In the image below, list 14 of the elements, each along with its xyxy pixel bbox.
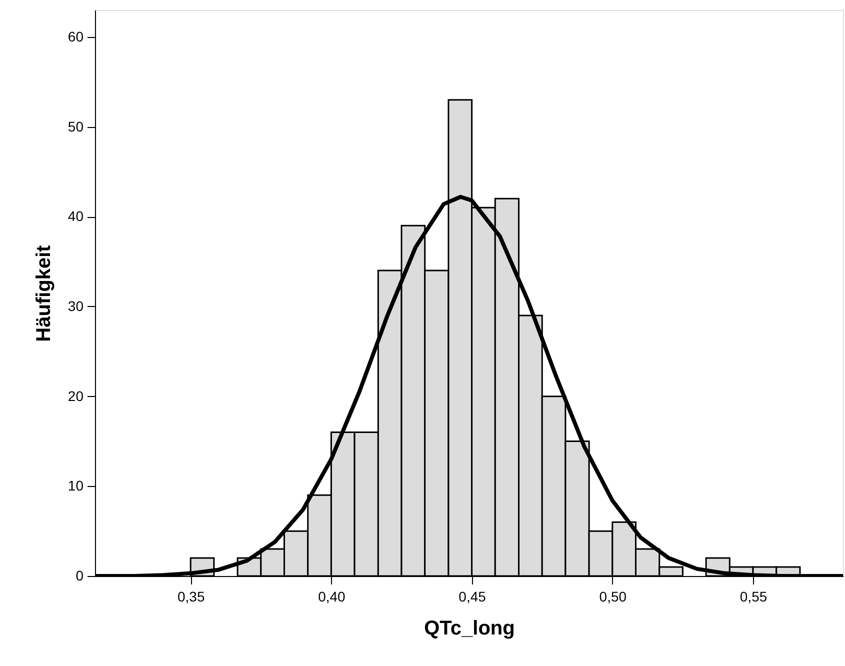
y-tick-label: 20 [68, 388, 84, 404]
y-tick-label: 10 [68, 478, 84, 494]
y-tick-label: 0 [76, 568, 84, 584]
y-tick-label: 40 [68, 208, 84, 224]
y-tick-label: 30 [68, 298, 84, 314]
y-tick-label: 50 [68, 118, 84, 134]
y-axis-title: Häufigkeit [32, 244, 55, 342]
x-tick-label: 0,55 [740, 588, 768, 604]
y-tick-label: 60 [68, 28, 84, 44]
x-tick-label: 0,45 [458, 588, 486, 604]
x-tick-label: 0,35 [177, 588, 205, 604]
x-axis-title: QTc_long [424, 618, 515, 640]
x-tick-label: 0,50 [599, 588, 627, 604]
x-tick-label: 0,40 [318, 588, 346, 604]
